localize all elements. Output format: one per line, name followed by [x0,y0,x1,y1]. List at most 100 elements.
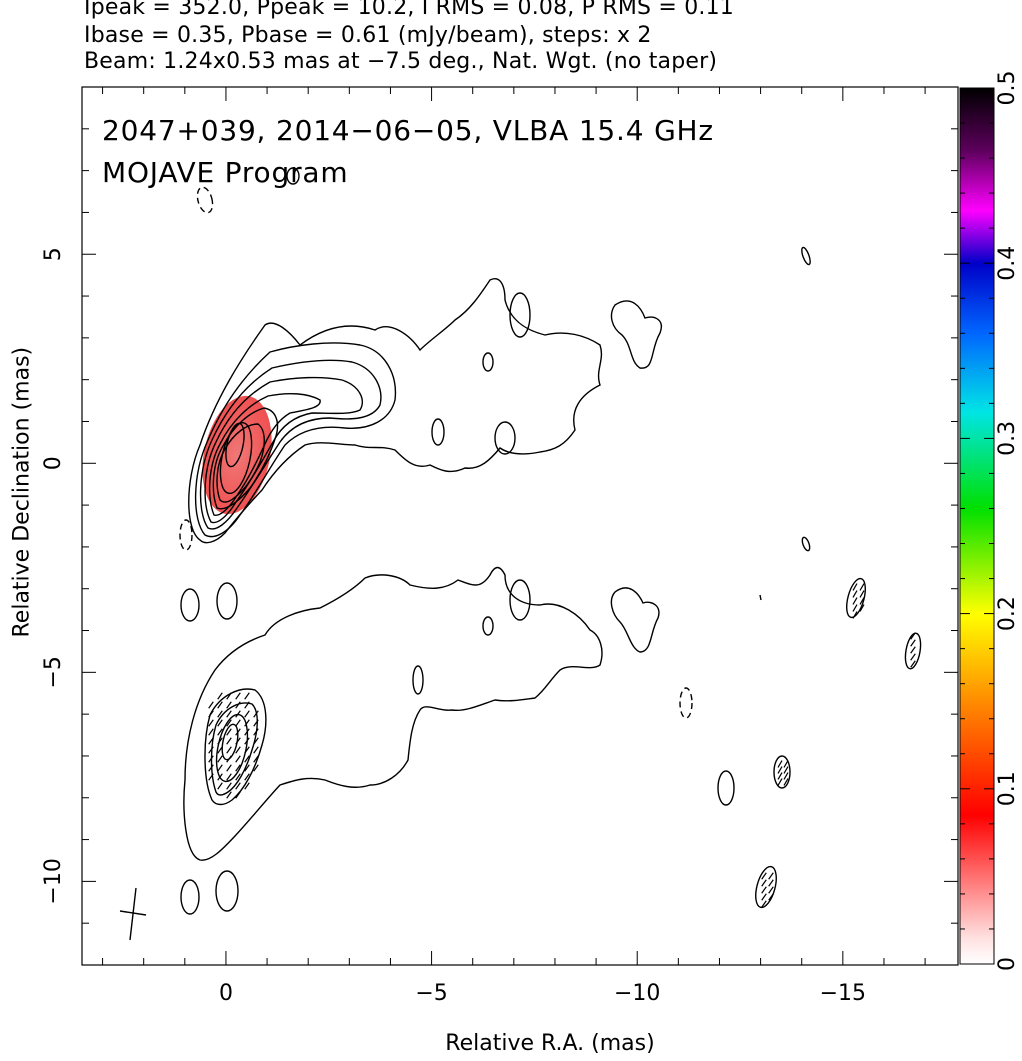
evpa-stick [783,766,789,774]
y-tick-label: −10 [41,858,66,904]
contour-island [904,632,922,670]
evpa-stick [761,893,767,901]
evpa-stick [226,728,232,736]
evpa-stick [253,755,259,763]
axes: 0 −5 −10 −15 5 0 −5 −10 [41,87,958,1006]
evpa-stick [235,728,241,736]
evpa-stick [852,583,858,591]
evpa-stick [910,653,916,661]
evpa-stick [235,710,241,718]
evpa-stick [852,590,858,598]
negative-contour [196,186,214,214]
evpa-stick [226,719,232,727]
contour-island [482,352,494,372]
evpa-stick [208,728,214,736]
evpa-stick [910,632,916,640]
evpa-stick [217,755,223,763]
evpa-stick [235,746,241,754]
evpa-stick [235,782,241,790]
evpa-stick [910,660,916,668]
contour-island [431,418,445,446]
evpa-stick [859,583,865,591]
evpa-stick [217,737,223,745]
colorbar-tick-label: 0.2 [995,596,1020,631]
evpa-stick [852,597,858,605]
beam-marker [119,887,147,941]
contour-island [286,167,300,185]
negative-contour [179,519,193,551]
evpa-stick [253,728,259,736]
evpa-stick [910,646,916,654]
evpa-stick [768,879,774,887]
contour-level-8 [219,421,253,495]
contour-island [216,582,238,620]
evpa-stick [783,778,789,786]
evpa-stick [208,755,214,763]
colorbar-ticks: 0 0.1 0.2 0.3 0.4 0.5 [960,71,1020,971]
evpa-stick [217,746,223,754]
evpa-stick [244,755,250,763]
y-tick-label: 5 [41,247,66,261]
evpa-stick [244,710,250,718]
colorbar-tick-label: 0 [995,957,1020,971]
evpa-stick [777,778,783,786]
evpa-stick [208,746,214,754]
plot-frame [81,86,959,966]
evpa-stick [217,719,223,727]
evpa-stick [244,746,250,754]
contour-island [180,879,200,915]
evpa-stick [235,764,241,772]
evpa-stick [244,737,250,745]
evpa-stick [217,710,223,718]
x-tick-label: −15 [820,981,866,1006]
evpa-stick [208,710,214,718]
contour-island [180,588,200,622]
evpa-stick [783,760,789,768]
evpa-stick [859,590,865,598]
contour-island [215,870,239,912]
evpa-stick [217,692,223,700]
evpa-stick [226,701,232,709]
header-beam-line: Beam: 1.24x0.53 mas at −7.5 deg., Nat. W… [84,49,718,74]
evpa-stick [244,719,250,727]
evpa-stick [244,692,250,700]
evpa-stick [253,737,259,745]
contour-level-2 [194,342,397,538]
header-base-line: Ibase = 0.35, Pbase = 0.61 (mJy/beam), s… [84,23,652,48]
contour-island [801,536,811,552]
evpa-stick [777,760,783,768]
evpa-stick [768,886,774,894]
evpa-stick [226,791,232,799]
evpa-stick [217,728,223,736]
evpa-stick [852,604,858,612]
x-tick-label: 0 [219,981,233,1006]
evpa-stick [226,737,232,745]
contour-level-5 [208,392,321,516]
evpa-stick [253,719,259,727]
evpa-stick [208,719,214,727]
evpa-stick [226,692,232,700]
evpa-stick [253,764,259,772]
evpa-stick [208,764,214,772]
evpa-stick [859,597,865,605]
header-stats-line: Ipeak = 352.0, Ppeak = 10.2, I RMS = 0.0… [84,0,734,20]
evpa-stick [761,900,767,908]
evpa-stick [217,701,223,709]
contour-level-1 [188,278,603,544]
evpa-stick [235,737,241,745]
evpa-stick [852,611,858,619]
evpa-stick [761,886,767,894]
evpa-stick [208,701,214,709]
contour-island [494,421,516,455]
evpa-stick [235,719,241,727]
plot-title: 2047+039, 2014−06−05, VLBA 15.4 GHz [102,114,714,147]
evpa-stick [217,773,223,781]
evpa-stick [777,772,783,780]
y-tick-label: −5 [41,656,66,688]
evpa-stick [235,692,241,700]
contour-level-1 [183,566,603,861]
evpa-stick [217,764,223,772]
evpa-stick [235,773,241,781]
colorbar-tick-label: 0.3 [995,421,1020,456]
